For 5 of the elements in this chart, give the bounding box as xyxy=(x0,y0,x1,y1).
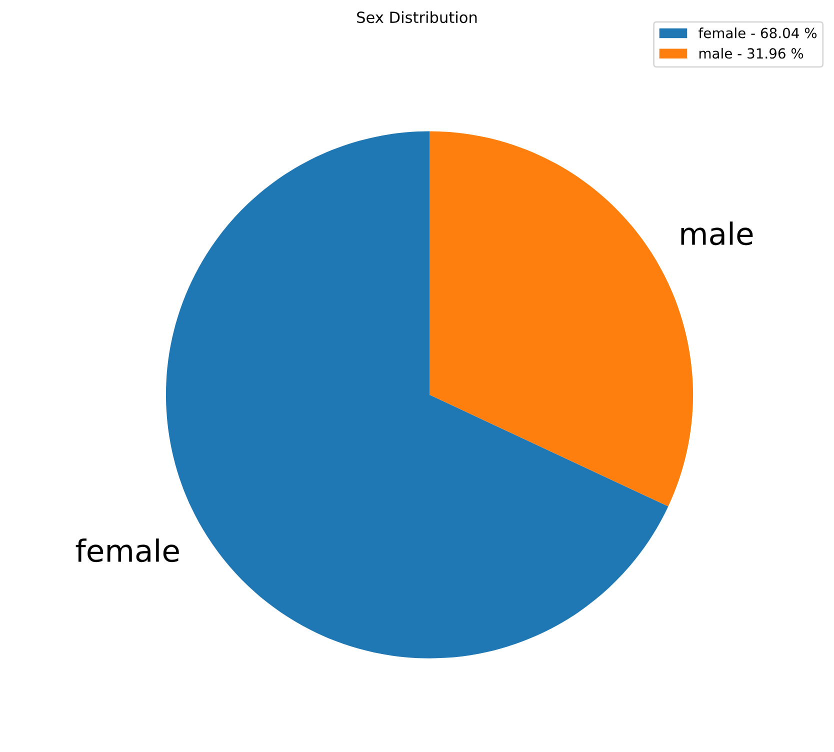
slice-label: female xyxy=(76,538,179,562)
text: female - 68.04 % xyxy=(698,28,817,38)
slice-label: male xyxy=(681,222,753,246)
text: male - 31.96 % xyxy=(700,48,804,59)
chart-title: Sex Distribution xyxy=(357,11,477,24)
